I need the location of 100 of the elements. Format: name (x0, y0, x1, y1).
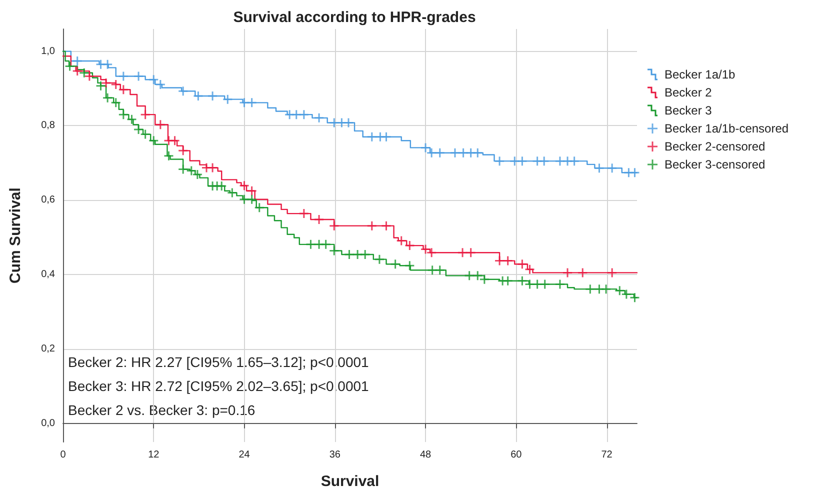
point (577, 267, 588, 278)
point (538, 156, 550, 166)
y-axis-title: Cum Survival (7, 188, 24, 284)
point (298, 109, 310, 120)
x-tick-label: 72 (601, 450, 613, 460)
y-tick-label: 1,0 (41, 46, 56, 57)
point (502, 256, 514, 266)
point (606, 162, 618, 174)
point (110, 97, 122, 108)
point (170, 135, 180, 146)
point (494, 256, 505, 266)
point (562, 267, 573, 278)
point (178, 145, 188, 156)
point (390, 258, 401, 270)
point (328, 246, 340, 256)
point (284, 109, 295, 120)
point (464, 270, 475, 281)
point (458, 148, 469, 158)
point (374, 254, 385, 265)
point (434, 148, 446, 158)
point (155, 119, 166, 130)
point (352, 249, 363, 260)
point (336, 118, 347, 128)
point (381, 220, 392, 232)
legend-label: Becker 3 (664, 104, 712, 118)
point (148, 135, 159, 146)
x-tick-label: 36 (329, 450, 341, 460)
point (344, 249, 354, 260)
point (102, 92, 113, 104)
point (466, 247, 476, 258)
point (594, 162, 604, 174)
point (434, 264, 446, 276)
point (594, 284, 604, 294)
point (291, 109, 302, 120)
point (314, 214, 324, 225)
point (600, 284, 612, 294)
point (494, 156, 505, 166)
point (305, 239, 316, 250)
point (78, 68, 90, 78)
point (298, 208, 310, 219)
point (246, 97, 258, 108)
x-axis-title: Survival (320, 473, 380, 490)
point (72, 56, 83, 66)
point (126, 114, 137, 125)
point (584, 284, 596, 294)
point (207, 162, 218, 174)
point (554, 156, 566, 166)
annotation: Becker 2 vs. Becker 3: p=0.16 (68, 402, 256, 418)
point (404, 260, 415, 271)
point (532, 278, 543, 290)
point (540, 278, 550, 290)
point (381, 132, 392, 142)
point (606, 267, 618, 278)
point (516, 156, 528, 166)
point (314, 112, 324, 124)
point (360, 249, 370, 260)
point (427, 264, 438, 276)
y-tick-label: 0,6 (41, 194, 56, 206)
legend-label: Becker 2 (664, 86, 712, 100)
point (404, 240, 415, 251)
x-tick-label: 0 (60, 450, 66, 460)
point (396, 235, 407, 246)
point (118, 71, 129, 82)
point (96, 80, 106, 92)
point (502, 276, 514, 286)
point (472, 148, 483, 158)
legend-label: Becker 1a/1b-censored (664, 122, 789, 136)
point (509, 156, 520, 166)
point (222, 94, 233, 105)
point (226, 187, 238, 198)
point (140, 109, 151, 120)
legend-label: Becker 2-censored (664, 140, 766, 154)
point (239, 97, 250, 108)
point (569, 156, 580, 166)
point (366, 220, 378, 232)
point (366, 132, 378, 142)
chart-title: Survival according to HPR-grades (233, 9, 476, 26)
point (84, 71, 95, 82)
point (207, 90, 218, 102)
y-tick-label: 0,4 (41, 269, 56, 280)
point (178, 164, 188, 175)
annotation: Becker 2: HR 2.27 [CI95% 1.65–3.12]; p<0.0001 (68, 354, 370, 370)
point (178, 86, 188, 96)
point (246, 194, 258, 205)
point (450, 148, 460, 158)
point (562, 156, 573, 166)
annotation: Becker 3: HR 2.72 [CI95% 2.02–3.65]; p<0.0001 (68, 378, 370, 394)
point (118, 109, 129, 120)
x-tick-label: 60 (510, 450, 522, 460)
x-tick-label: 24 (238, 450, 250, 460)
point (554, 278, 566, 290)
y-tick-label: 0,8 (41, 120, 56, 132)
legend-label: Becker 3-censored (664, 158, 766, 172)
point (192, 90, 204, 102)
point (100, 78, 112, 88)
point (102, 59, 113, 70)
point (328, 118, 340, 128)
point (163, 150, 174, 162)
point (254, 202, 265, 213)
point (314, 239, 324, 250)
